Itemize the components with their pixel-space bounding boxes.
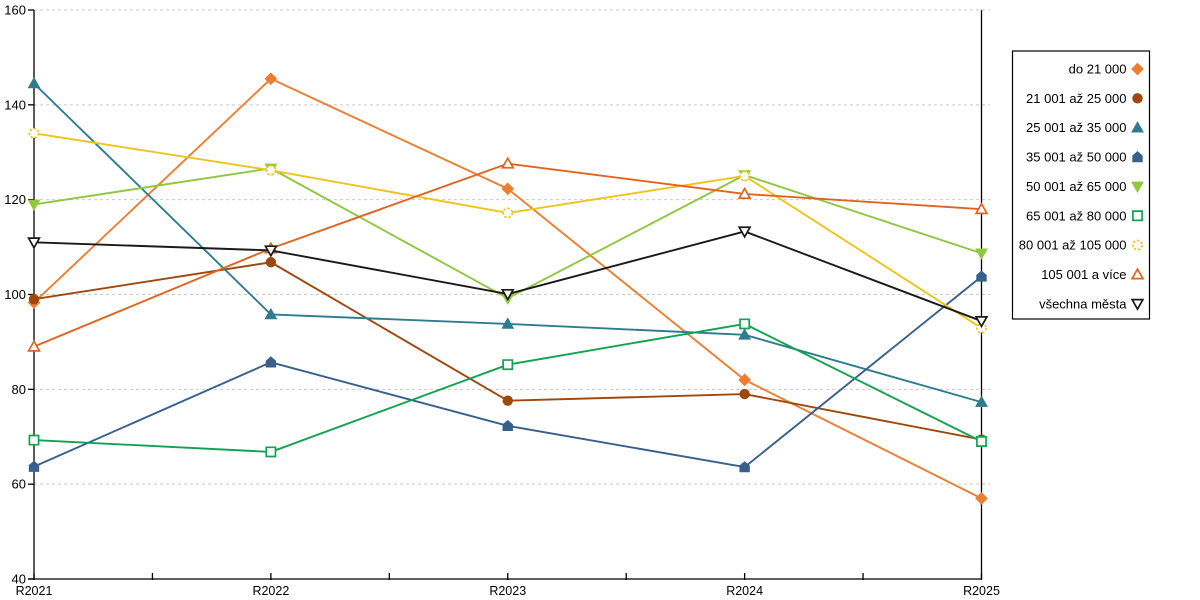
diamond-marker-icon xyxy=(738,373,751,387)
triangle-down-marker-icon xyxy=(1131,181,1144,194)
triangle-down-marker-icon xyxy=(737,226,752,239)
pentagon-marker-icon xyxy=(976,270,987,282)
x-tick-label: R2025 xyxy=(963,584,1000,598)
diamond-marker-icon xyxy=(501,182,515,196)
y-tick-label: 60 xyxy=(12,477,26,492)
pentagon-marker-icon xyxy=(28,460,40,472)
series-line xyxy=(33,261,982,441)
circle-marker-icon xyxy=(739,388,750,400)
square-marker-icon xyxy=(739,318,751,330)
square-marker-icon xyxy=(976,436,987,447)
y-tick-label: 40 xyxy=(12,572,26,587)
legend-box xyxy=(1011,50,1151,320)
y-tick-label: 120 xyxy=(4,192,26,207)
square-marker-icon xyxy=(28,434,40,446)
triangle-down-marker-icon xyxy=(264,245,278,258)
triangle-up-marker-icon xyxy=(501,317,515,329)
circle-marker-icon xyxy=(739,170,751,182)
y-tick-label: 140 xyxy=(4,97,26,112)
legend-label: 35 001 až 50 000 xyxy=(1026,150,1126,165)
series-line xyxy=(33,82,982,404)
x-tick-label: R2021 xyxy=(16,584,53,598)
series-line xyxy=(33,322,982,453)
triangle-up-marker-icon xyxy=(1130,267,1145,280)
y-tick-label: 80 xyxy=(12,382,26,397)
y-tick-label: 160 xyxy=(4,3,26,18)
pentagon-marker-icon xyxy=(265,356,277,368)
square-marker-icon xyxy=(265,446,277,458)
triangle-up-marker-icon xyxy=(27,339,41,352)
x-tick-label: R2024 xyxy=(726,584,763,598)
circle-marker-icon xyxy=(265,257,277,268)
circle-marker-icon xyxy=(28,127,40,139)
legend-label: 50 001 až 65 000 xyxy=(1026,179,1126,194)
triangle-down-marker-icon xyxy=(974,316,989,329)
triangle-down-marker-icon xyxy=(27,199,41,212)
square-marker-icon xyxy=(1132,210,1143,222)
legend-label: všechna města xyxy=(1039,296,1127,311)
triangle-up-marker-icon xyxy=(737,186,752,200)
legend-label: 105 001 a více xyxy=(1041,267,1126,282)
triangle-down-marker-icon xyxy=(975,248,988,260)
circle-marker-icon xyxy=(265,164,277,176)
diamond-marker-icon xyxy=(975,492,988,505)
legend-label: 80 001 až 105 000 xyxy=(1019,238,1127,253)
triangle-up-marker-icon xyxy=(975,395,988,407)
legend-label: 65 001 až 80 000 xyxy=(1026,208,1126,223)
triangle-up-marker-icon xyxy=(738,328,752,340)
circle-marker-icon xyxy=(1132,239,1143,251)
circle-marker-icon xyxy=(28,294,40,305)
square-marker-icon xyxy=(502,359,514,371)
triangle-up-marker-icon xyxy=(500,156,515,169)
legend-label: 25 001 až 35 000 xyxy=(1026,120,1126,135)
triangle-down-marker-icon xyxy=(1130,298,1145,311)
circle-marker-icon xyxy=(502,207,514,219)
y-tick-label: 100 xyxy=(4,287,26,302)
pentagon-marker-icon xyxy=(1132,151,1143,163)
triangle-up-marker-icon xyxy=(264,307,278,320)
diamond-marker-icon xyxy=(264,72,278,86)
legend-label: 21 001 až 25 000 xyxy=(1026,91,1126,106)
x-tick-label: R2022 xyxy=(252,584,289,598)
pentagon-marker-icon xyxy=(739,461,750,473)
triangle-down-marker-icon xyxy=(27,237,41,250)
legend-label: do 21 000 xyxy=(1069,62,1127,77)
triangle-up-marker-icon xyxy=(974,202,989,215)
x-tick-label: R2023 xyxy=(489,584,526,598)
triangle-down-marker-icon xyxy=(500,288,515,302)
triangle-up-marker-icon xyxy=(1131,121,1144,133)
pentagon-marker-icon xyxy=(502,419,513,432)
circle-marker-icon xyxy=(1132,93,1143,104)
diamond-marker-icon xyxy=(1131,62,1144,76)
triangle-up-marker-icon xyxy=(27,76,41,89)
circle-marker-icon xyxy=(502,395,513,406)
